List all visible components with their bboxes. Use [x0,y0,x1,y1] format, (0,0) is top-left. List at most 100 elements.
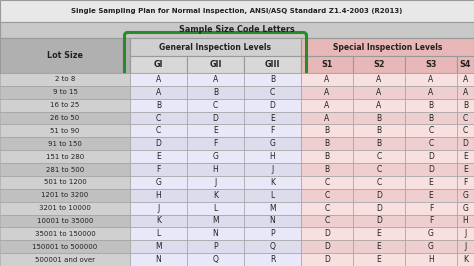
Bar [457,215,474,227]
Text: A: A [324,88,329,97]
Bar [457,99,474,112]
Bar [0,112,130,124]
Bar [187,124,244,137]
Bar [301,176,353,189]
Bar [187,150,244,163]
Text: S2: S2 [373,60,385,69]
Bar [0,124,130,137]
Bar [0,99,130,112]
Text: B: B [324,126,329,135]
Bar [301,73,353,86]
Bar [405,240,457,253]
Bar [0,73,130,86]
Bar [405,150,457,163]
Bar [244,240,301,253]
Bar [187,215,244,227]
Text: C: C [463,114,468,123]
Bar [301,112,353,124]
Bar [130,202,187,215]
Text: J: J [465,229,466,238]
Bar [187,99,244,112]
Bar [405,163,457,176]
Text: 150001 to 500000: 150001 to 500000 [32,244,98,250]
Bar [187,176,244,189]
Text: G: G [428,242,434,251]
Text: F: F [463,178,468,187]
Bar [301,227,353,240]
Bar [353,99,405,112]
Text: Special Inspection Levels: Special Inspection Levels [333,43,442,52]
Bar [0,86,130,99]
Text: L: L [270,191,274,200]
Text: H: H [428,255,434,264]
Text: B: B [376,114,382,123]
Text: S3: S3 [425,60,437,69]
Bar [353,150,405,163]
Bar [353,56,405,73]
Text: Q: Q [270,242,275,251]
Text: Single Sampling Plan for Normal Inspection, ANSI/ASQ Standard Z1.4-2003 (R2013): Single Sampling Plan for Normal Inspecti… [71,8,403,14]
Text: A: A [463,88,468,97]
Bar [457,163,474,176]
Text: 16 to 25: 16 to 25 [50,102,80,108]
Text: A: A [428,88,434,97]
Text: B: B [428,101,434,110]
Bar [130,38,301,56]
Text: A: A [324,75,329,84]
Bar [0,189,130,202]
Bar [353,137,405,150]
Bar [0,227,130,240]
Text: 500001 and over: 500001 and over [35,257,95,263]
Text: C: C [428,126,434,135]
Bar [457,227,474,240]
Text: C: C [270,88,275,97]
Bar [130,137,187,150]
Text: D: D [155,139,162,148]
Bar [353,215,405,227]
Text: K: K [270,178,275,187]
Bar [130,240,187,253]
Text: A: A [156,75,161,84]
Bar [0,163,130,176]
Bar [187,73,244,86]
Bar [244,150,301,163]
Text: C: C [213,101,218,110]
Text: H: H [463,217,468,226]
Bar [405,176,457,189]
Bar [457,56,474,73]
Bar [405,202,457,215]
Text: 51 to 90: 51 to 90 [50,128,80,134]
Text: F: F [156,165,161,174]
Text: H: H [155,191,161,200]
Text: D: D [428,152,434,161]
Bar [244,99,301,112]
Text: GII: GII [209,60,222,69]
Bar [457,202,474,215]
Text: C: C [156,126,161,135]
Text: C: C [324,191,329,200]
Bar [130,150,187,163]
Bar [457,150,474,163]
Bar [301,253,353,266]
Text: Lot Size: Lot Size [47,51,83,60]
Bar [457,189,474,202]
Text: 9 to 15: 9 to 15 [53,89,77,95]
Text: G: G [212,152,219,161]
Text: 281 to 500: 281 to 500 [46,167,84,172]
Text: R: R [270,255,275,264]
Bar [457,253,474,266]
Bar [405,189,457,202]
Bar [130,176,187,189]
Text: GIII: GIII [265,60,280,69]
Bar [0,0,474,22]
Text: B: B [213,88,218,97]
Text: K: K [463,255,468,264]
Bar [244,189,301,202]
Bar [130,227,187,240]
Bar [301,240,353,253]
Bar [353,73,405,86]
Text: E: E [377,255,382,264]
Text: B: B [156,101,161,110]
Text: F: F [270,126,275,135]
Text: C: C [324,178,329,187]
